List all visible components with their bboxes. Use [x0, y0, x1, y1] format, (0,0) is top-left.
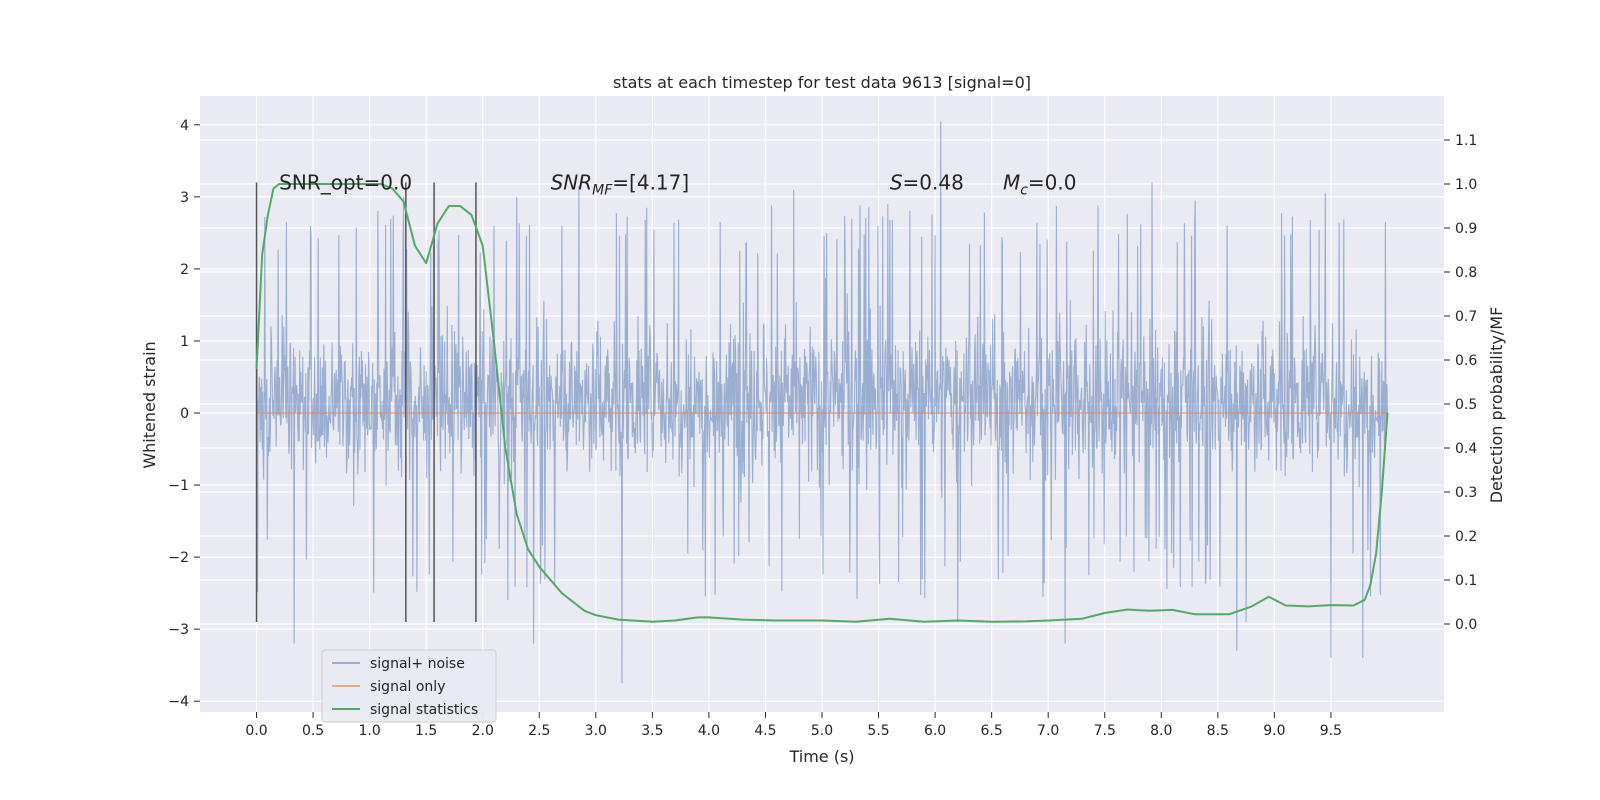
x-tick-label: 3.5: [641, 723, 663, 739]
y-left-tick-label: −4: [168, 694, 189, 710]
legend-label-signal-noise: signal+ noise: [370, 656, 465, 672]
x-tick-label: 4.5: [754, 723, 776, 739]
x-tick-label: 6.0: [924, 723, 946, 739]
x-tick-label: 8.5: [1207, 723, 1229, 739]
x-tick-label: 4.0: [698, 723, 720, 739]
legend-label-signal-only: signal only: [370, 679, 445, 695]
x-tick-label: 2.0: [472, 723, 494, 739]
legend-label-signal-statistics: signal statistics: [370, 702, 478, 718]
annotation-1: SNRMF=[4.17]: [551, 170, 690, 198]
y-right-tick-label: 0.1: [1455, 573, 1477, 589]
annotation-3: Mc=0.0: [1003, 170, 1077, 198]
x-tick-label: 6.5: [981, 723, 1003, 739]
y-right-tick-label: 0.0: [1455, 617, 1477, 633]
x-tick-label: 9.0: [1263, 723, 1285, 739]
y-left-tick-label: 0: [180, 406, 189, 422]
y-right-tick-label: 0.5: [1455, 397, 1477, 413]
y-right-tick-label: 0.3: [1455, 485, 1477, 501]
legend-box: [321, 649, 497, 723]
y-right-tick-label: 0.6: [1455, 353, 1477, 369]
y-right-tick-label: 0.8: [1455, 265, 1477, 281]
annotation-0: SNR_opt=0.0: [279, 170, 412, 194]
x-tick-label: 7.0: [1037, 723, 1059, 739]
y-right-tick-label: 0.7: [1455, 309, 1477, 325]
y-right-tick-label: 1.0: [1455, 177, 1477, 193]
y-left-tick-label: 1: [180, 334, 189, 350]
chart-title: stats at each timestep for test data 961…: [613, 73, 1031, 92]
y-left-tick-label: 2: [180, 262, 189, 278]
signal-statistics-line: [255, 183, 1389, 623]
x-tick-label: 1.5: [415, 723, 437, 739]
x-tick-label: 8.0: [1150, 723, 1172, 739]
annotation-2: S=0.48: [890, 170, 964, 194]
y-left-tick-label: −3: [168, 622, 189, 638]
x-tick-label: 0.0: [245, 723, 267, 739]
legend: signal+ noise signal only signal statist…: [321, 649, 497, 723]
y-right-tick-label: 0.4: [1455, 441, 1477, 457]
y-left-tick-label: 4: [180, 118, 189, 134]
y-left-tick-label: −2: [168, 550, 189, 566]
x-tick-label: 0.5: [302, 723, 324, 739]
y-right-tick-label: 1.1: [1455, 133, 1477, 149]
x-tick-label: 3.0: [585, 723, 607, 739]
x-axis-label: Time (s): [788, 747, 854, 766]
series-signal-statistics: [255, 183, 1389, 623]
y-axis-label-right: Detection probability/MF: [1487, 307, 1506, 504]
x-tick-label: 5.5: [867, 723, 889, 739]
y-right-tick-label: 0.9: [1455, 221, 1477, 237]
series-signal-noise: [255, 121, 1389, 684]
x-tick-label: 5.0: [811, 723, 833, 739]
axis-ticks: 0.0 0.5 1.0 1.5 2.0 2.5 3.0 3.5 4.0 4.5 5.0 5.5 6.0 6…: [168, 118, 1477, 739]
x-tick-label: 7.5: [1094, 723, 1116, 739]
vertical-markers: [255, 182, 477, 622]
y-left-tick-label: 3: [180, 190, 189, 206]
y-left-tick-label: −1: [168, 478, 189, 494]
signal-noise-trace: [255, 121, 1389, 684]
x-tick-label: 9.5: [1320, 723, 1342, 739]
x-tick-label: 1.0: [359, 723, 381, 739]
y-axis-label-left: Whitened strain: [140, 341, 159, 468]
y-right-tick-label: 0.2: [1455, 529, 1477, 545]
x-tick-label: 2.5: [528, 723, 550, 739]
annotations: SNR_opt=0.0 SNRMF=[4.17] S=0.48 Mc=0.0: [279, 170, 1076, 198]
